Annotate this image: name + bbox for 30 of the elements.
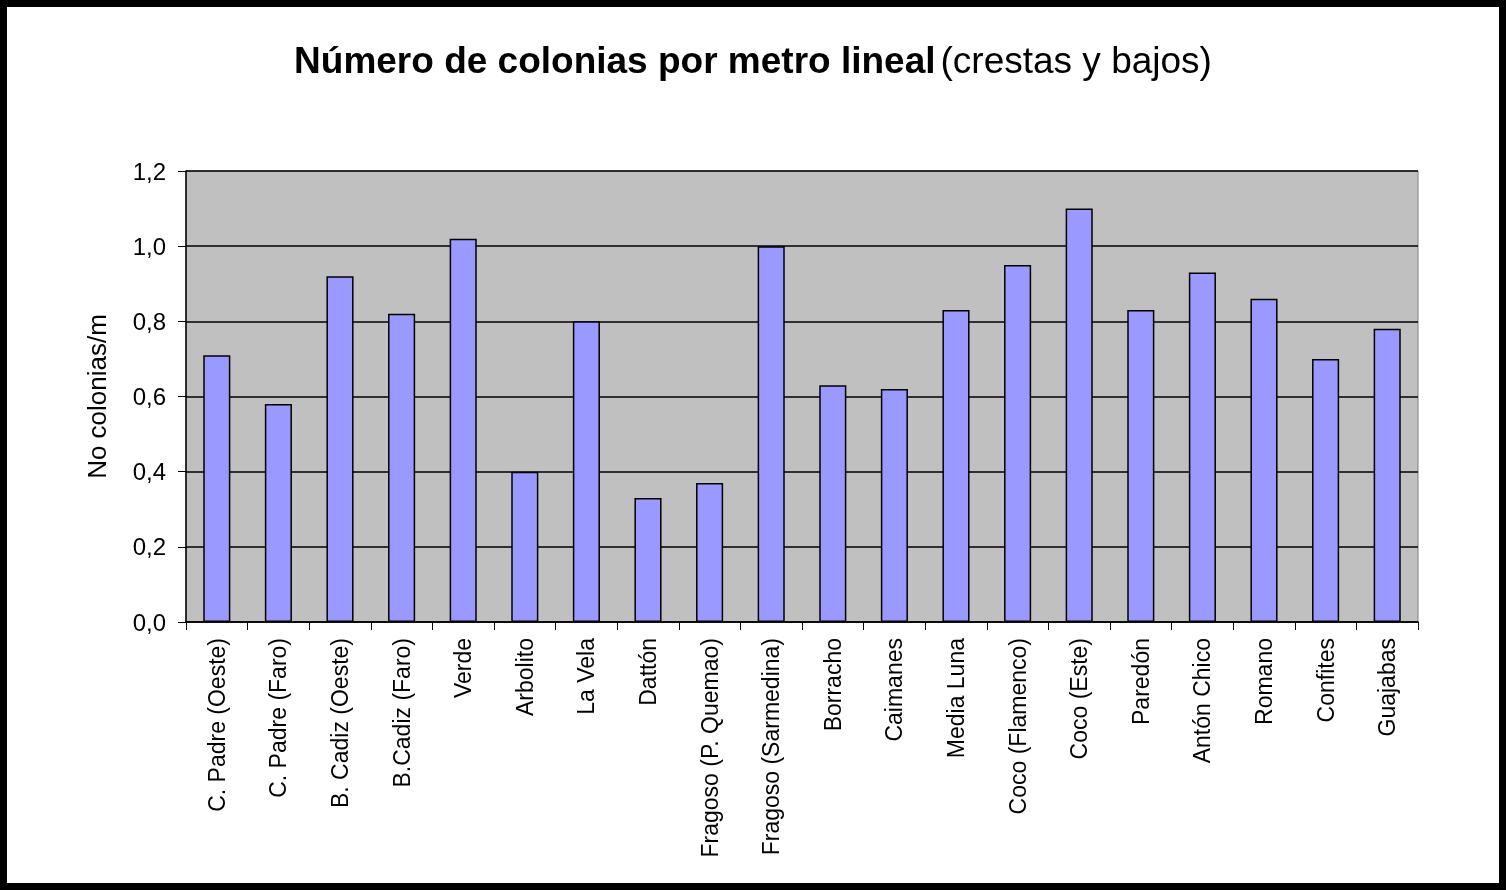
x-tick-label: B.Cadiz (Faro): [388, 638, 415, 788]
x-tick-label: Romano: [1251, 638, 1277, 725]
x-tick-label: Confites: [1312, 638, 1339, 723]
x-tick-label: Dattón: [635, 638, 661, 706]
chart-subtitle: (crestas y bajos): [940, 40, 1212, 81]
x-tick-label: C. Padre (Faro): [265, 638, 292, 798]
x-tick-label: Borracho: [819, 638, 846, 732]
x-tick-label: Guajabas: [1374, 638, 1401, 737]
y-tick-label: 1,2: [132, 157, 166, 185]
x-tick-label: B. Cadiz (Oeste): [327, 638, 353, 808]
x-tick-label: Fragoso (Sarmedina): [758, 638, 785, 856]
y-axis-title: No colonias/m: [82, 314, 112, 479]
y-tick-label: 0,6: [132, 383, 166, 410]
x-tick-label: Fragoso (P. Quemao): [696, 638, 723, 858]
x-tick-label: Antón Chico: [1189, 638, 1216, 764]
x-tick-label: Paredón: [1127, 638, 1154, 725]
y-tick-label: 1,0: [132, 232, 166, 260]
chart-title: Número de colonias por metro lineal: [294, 40, 936, 81]
x-tick-label: Verde: [450, 638, 477, 699]
x-tick-label: La Vela: [573, 637, 600, 715]
x-tick-label: Coco (Este): [1066, 638, 1093, 760]
y-tick-label: 0,8: [132, 307, 166, 335]
x-tick-label: Coco (Flamenco): [1004, 638, 1031, 815]
y-tick-label: 0,4: [132, 458, 166, 486]
y-tick-label: 0,2: [132, 533, 166, 561]
x-tick-label: C. Padre (Oeste): [203, 638, 230, 812]
x-tick-label: Arbolito: [511, 638, 538, 716]
x-tick-label: Media Luna: [943, 637, 969, 759]
y-tick-label: 0,0: [132, 608, 166, 636]
x-tick-label: Caimanes: [881, 638, 908, 742]
